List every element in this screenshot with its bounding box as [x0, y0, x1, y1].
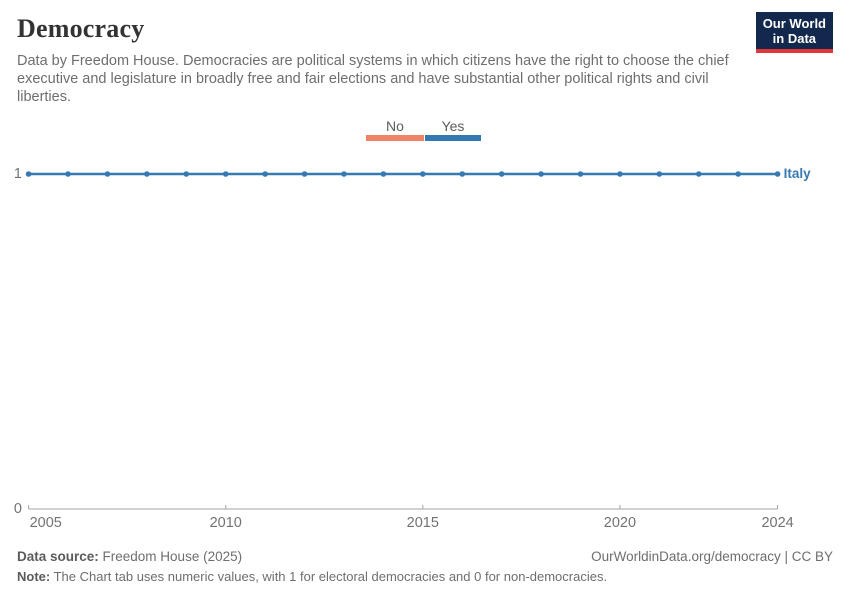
data-point[interactable]	[183, 171, 190, 177]
data-point[interactable]	[380, 171, 387, 177]
data-point[interactable]	[538, 171, 544, 177]
data-point[interactable]	[735, 171, 741, 177]
data-point[interactable]	[774, 171, 781, 177]
y-tick-label: 1	[13, 166, 22, 182]
note-line: Note: The Chart tab uses numeric values,…	[17, 569, 607, 584]
x-tick-label: 2024	[761, 515, 794, 531]
data-point[interactable]	[262, 171, 268, 177]
data-source-line: Data source: Freedom House (2025)	[17, 548, 242, 565]
data-point[interactable]	[65, 171, 71, 177]
data-point[interactable]	[695, 171, 702, 177]
x-tick-label: 2020	[603, 515, 637, 531]
data-point[interactable]	[25, 171, 32, 177]
legend-label-no: No	[386, 118, 404, 134]
chart-subtitle: Data by Freedom House. Democracies are p…	[17, 53, 729, 105]
data-point[interactable]	[144, 171, 150, 177]
data-point[interactable]	[459, 171, 466, 177]
chart-footer: Data source: Freedom House (2025) OurWor…	[17, 548, 833, 585]
data-point[interactable]	[656, 171, 663, 177]
data-point[interactable]	[498, 171, 505, 177]
data-point[interactable]	[420, 171, 426, 177]
series-label[interactable]: Italy	[783, 166, 811, 181]
data-source-value: Freedom House (2025)	[98, 549, 243, 564]
owid-logo-line1: Our World	[762, 16, 826, 31]
attribution-link[interactable]: OurWorldinData.org/democracy | CC BY	[591, 549, 833, 564]
page-title: Democracy	[17, 14, 145, 43]
note-value: The Chart tab uses numeric values, with …	[50, 569, 608, 584]
legend-item-yes[interactable]: Yes	[425, 118, 481, 141]
legend-swatch-yes	[425, 135, 481, 141]
x-tick-label: 2005	[29, 515, 62, 531]
legend: No Yes	[0, 118, 850, 142]
legend-swatch-no	[366, 135, 424, 141]
owid-logo[interactable]: Our World in Data	[755, 12, 833, 53]
legend-item-no[interactable]: No	[366, 118, 424, 141]
data-source-label: Data source:	[17, 549, 99, 564]
y-tick-label: 0	[13, 501, 22, 517]
legend-label-yes: Yes	[441, 118, 465, 134]
data-point[interactable]	[617, 171, 623, 177]
data-point[interactable]	[577, 171, 584, 177]
x-tick-label: 2010	[209, 515, 242, 531]
data-point[interactable]	[104, 171, 111, 177]
data-point[interactable]	[341, 171, 347, 177]
data-point[interactable]	[222, 171, 229, 177]
data-point[interactable]	[301, 171, 308, 177]
note-label: Note:	[17, 569, 51, 584]
x-tick-label: 2015	[406, 515, 439, 531]
owid-logo-line2: in Data	[772, 31, 817, 46]
